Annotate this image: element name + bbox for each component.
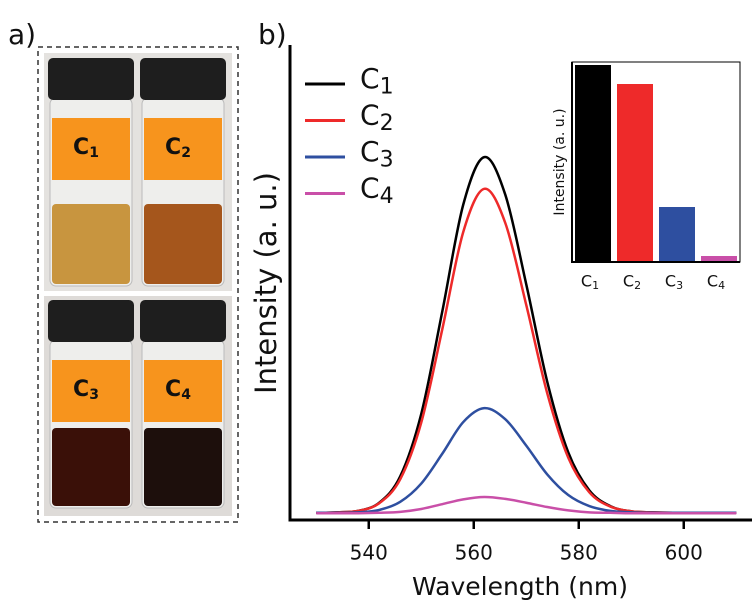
x-tick-label: 560: [455, 541, 493, 565]
subscript: 3: [676, 279, 683, 292]
bar: [575, 65, 611, 262]
x-tick-label: C1: [581, 272, 599, 292]
x-axis-title: Wavelength (nm): [412, 572, 628, 601]
x-tick-label: 580: [560, 541, 598, 565]
bar: [659, 207, 695, 262]
x-tick-label: 600: [665, 541, 703, 565]
inset-y-axis-title: Intensity (a. u.): [552, 108, 568, 215]
line-series: [316, 408, 736, 513]
legend-label: C2: [360, 99, 394, 137]
panel-label: a): [8, 18, 36, 51]
legend-label: C4: [360, 172, 394, 210]
vial-liquid: [144, 204, 222, 284]
x-tick-label: C3: [665, 272, 683, 292]
subscript: 4: [380, 184, 394, 209]
subscript: 3: [89, 387, 99, 403]
x-tick-label: C2: [623, 272, 641, 292]
subscript: 1: [592, 279, 599, 292]
x-tick-label: C4: [707, 272, 725, 292]
subscript: 4: [718, 279, 725, 292]
vial-liquid: [52, 204, 130, 284]
legend-label: C1: [360, 62, 394, 100]
legend-label: C3: [360, 135, 394, 173]
vial-cap: [140, 300, 226, 342]
subscript: 2: [181, 145, 191, 161]
subscript: 1: [89, 145, 99, 161]
subscript: 1: [380, 75, 394, 100]
subscript: 3: [380, 148, 394, 173]
subscript: 2: [380, 111, 394, 136]
panel-label: b): [258, 18, 287, 51]
vial-cap: [48, 58, 134, 100]
vial-liquid: [52, 428, 130, 506]
subscript: 4: [181, 387, 191, 403]
bar: [617, 84, 653, 262]
y-axis-title: Intensity (a. u.): [249, 172, 283, 394]
subscript: 2: [634, 279, 641, 292]
vial-liquid: [144, 428, 222, 506]
figure: C1C2C3C4 a) b) Wavelength (nm) Intensity…: [0, 0, 753, 604]
vial-cap: [48, 300, 134, 342]
x-tick-label: 540: [350, 541, 388, 565]
vial-cap: [140, 58, 226, 100]
